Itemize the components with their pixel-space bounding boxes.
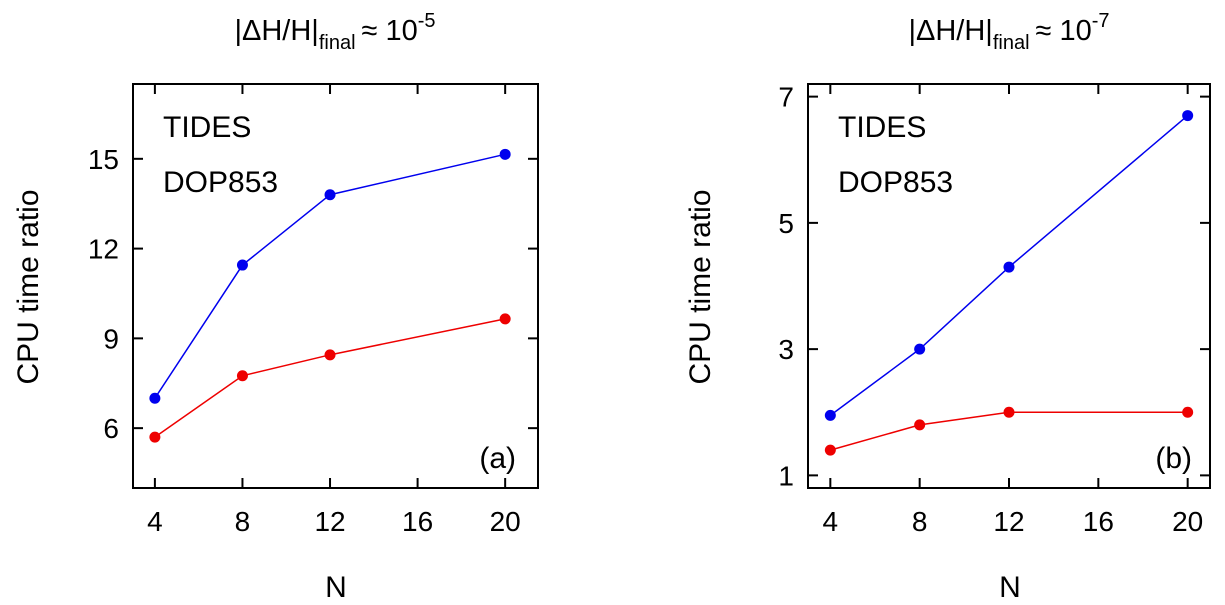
panel-b-ytick-label: 7 (778, 82, 794, 113)
panel-a-tides-point (325, 189, 336, 200)
panel-a-xtick-label: 12 (314, 506, 345, 537)
panel-b-legend-dop853: DOP853 (838, 166, 953, 199)
panel-b-plot: 4 8 12 16 20 1 3 5 7 (778, 82, 1210, 537)
panel-b-ytick-label: 1 (778, 460, 794, 491)
panel-a-tides-point (149, 393, 160, 404)
panel-a-plot: 4 8 12 16 20 6 9 12 15 (88, 84, 538, 537)
panel-a-dop853-point (237, 370, 248, 381)
panel-b-title: |ΔH/H|final ≈ 10-7 (908, 10, 1109, 54)
panel-a-ytick-label: 6 (103, 413, 119, 444)
panel-a-tag: (a) (479, 442, 516, 475)
panel-a-xtick-label: 4 (147, 506, 163, 537)
panel-a-tides-point (500, 149, 511, 160)
panel-b-tides-point (1004, 262, 1015, 273)
panel-b-dop853-point (1004, 407, 1015, 418)
panel-b-xtick-label: 4 (823, 506, 839, 537)
panel-b-legend-tides: TIDES (838, 111, 926, 144)
panel-a-frame (133, 84, 538, 488)
panel-a-ytick-label: 15 (88, 144, 119, 175)
panel-b-xlabel: N (999, 571, 1021, 604)
panel-a-ytick-label: 9 (103, 323, 119, 354)
panel-a-dop853-point (325, 349, 336, 360)
panel-b-dop853-line (830, 412, 1187, 450)
panel-b-ytick-label: 3 (778, 334, 794, 365)
panel-a-dop853-point (500, 313, 511, 324)
panel-a-xtick-label: 20 (490, 506, 521, 537)
panel-a-ylabel: CPU time ratio (12, 189, 45, 384)
panel-a-legend-tides: TIDES (163, 111, 251, 144)
panel-b-dop853-point (914, 419, 925, 430)
panel-b-xtick-label: 20 (1172, 506, 1203, 537)
panel-a-dop853-line (155, 319, 505, 437)
panel-b-xtick-label: 8 (912, 506, 928, 537)
panel-a-ytick-label: 12 (88, 234, 119, 265)
panel-b-tag: (b) (1155, 442, 1192, 475)
panel-a-dop853-point (149, 432, 160, 443)
panel-b-ytick-label: 5 (778, 208, 794, 239)
panel-a-xtick-label: 16 (402, 506, 433, 537)
panel-a-title: |ΔH/H|final ≈ 10-5 (234, 10, 435, 54)
panel-b-xtick-label: 16 (1083, 506, 1114, 537)
panel-a: |ΔH/H|final ≈ 10-5 CPU time ratio N TIDES… (12, 10, 538, 604)
panel-b-tides-point (914, 344, 925, 355)
panel-b: |ΔH/H|final ≈ 10-7 CPU time ratio N TIDES… (684, 10, 1210, 604)
panel-a-xlabel: N (325, 571, 347, 604)
panel-a-legend-dop853: DOP853 (163, 166, 278, 199)
panel-b-tides-point (1182, 110, 1193, 121)
panel-a-xtick-label: 8 (235, 506, 251, 537)
panel-a-tides-point (237, 260, 248, 271)
panel-b-ylabel: CPU time ratio (684, 189, 717, 384)
panel-b-xtick-label: 12 (993, 506, 1024, 537)
panel-b-frame (808, 84, 1210, 488)
panel-b-dop853-point (1182, 407, 1193, 418)
panel-b-dop853-point (825, 445, 836, 456)
panel-b-tides-point (825, 410, 836, 421)
